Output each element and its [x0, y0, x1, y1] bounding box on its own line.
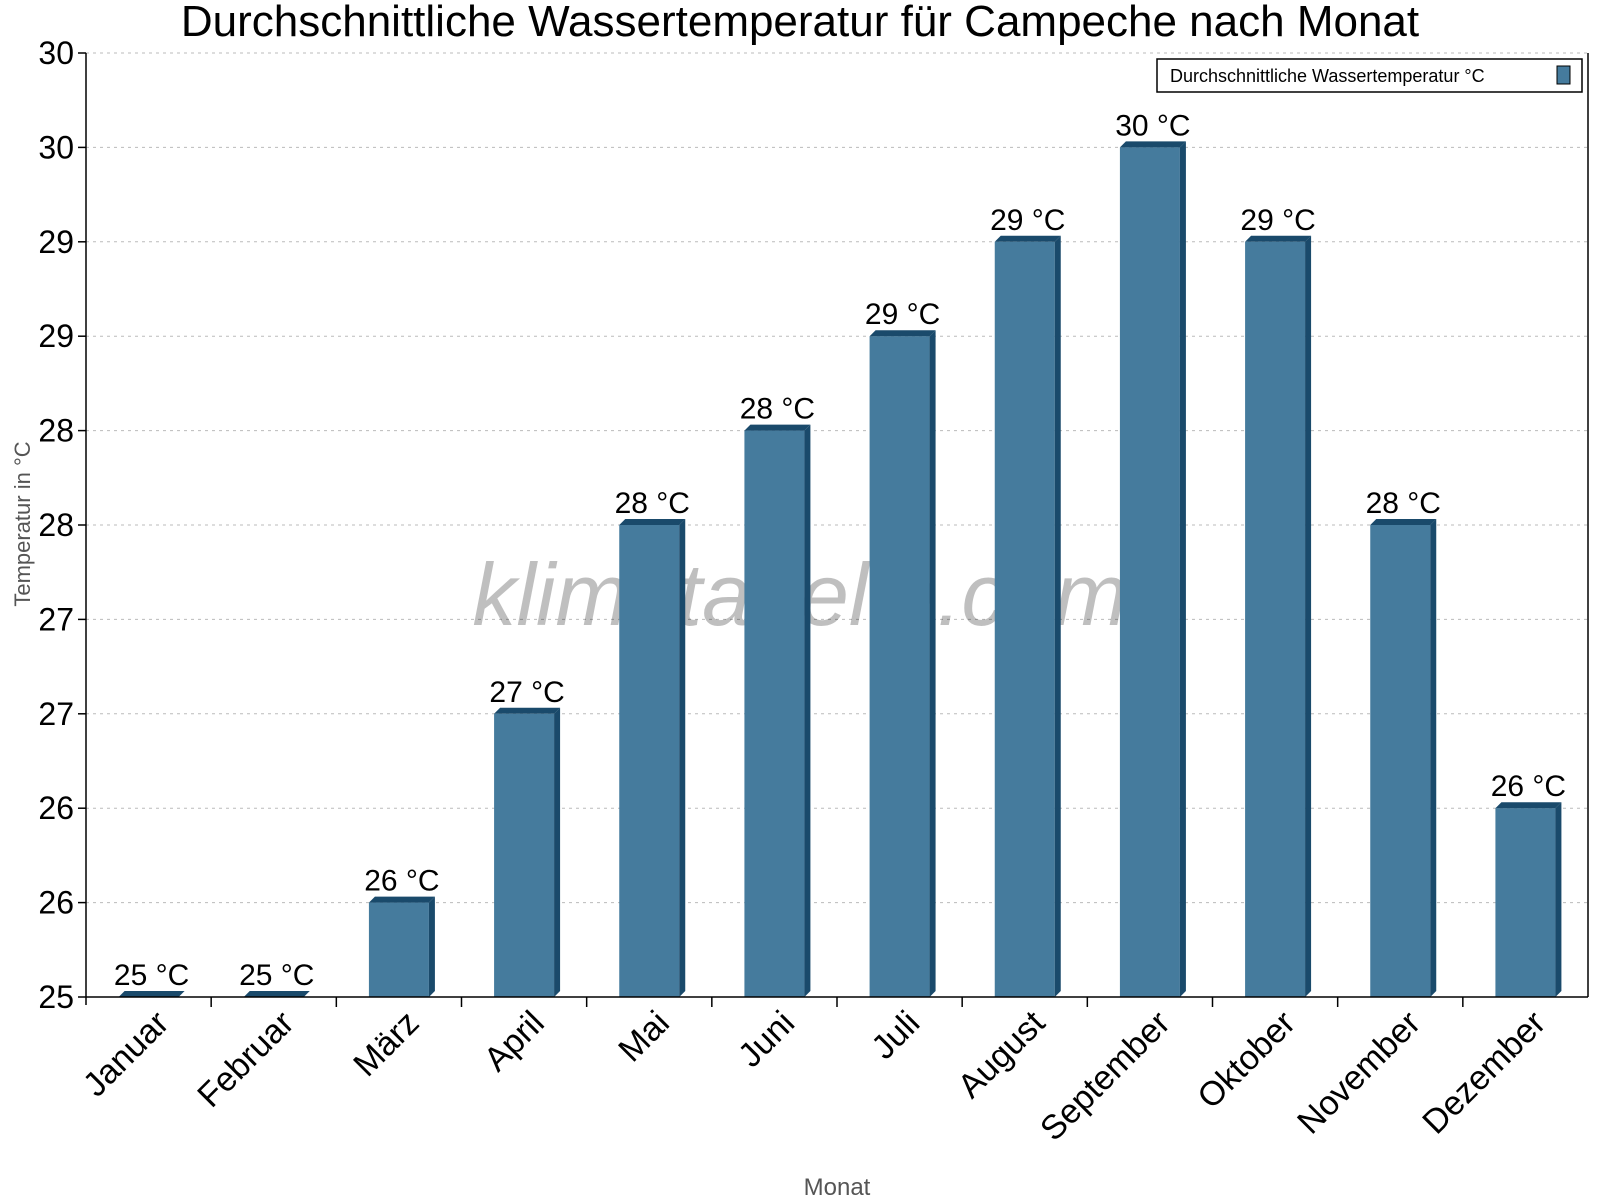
y-tick-label: 29: [38, 318, 74, 354]
data-label: 28 °C: [1366, 487, 1441, 520]
legend-swatch: [1556, 65, 1571, 85]
y-tick-label: 28: [38, 413, 74, 449]
y-tick-label: 26: [38, 885, 74, 921]
bar-side: [804, 424, 811, 998]
x-axis-label: Monat: [804, 1174, 871, 1200]
y-tick-label: 29: [38, 224, 74, 260]
y-tick-label: 30: [38, 129, 74, 165]
bar-side: [1430, 519, 1437, 997]
bar: [994, 241, 1055, 998]
y-tick-label: 25: [38, 979, 74, 1015]
bar: [1245, 241, 1306, 998]
bar-side: [1179, 141, 1186, 997]
x-tick-label: Oktober: [1190, 1004, 1302, 1116]
bar: [1119, 147, 1180, 997]
bar: [1370, 525, 1431, 997]
y-tick-label: 26: [38, 790, 74, 826]
bar: [744, 430, 805, 998]
legend-label: Durchschnittliche Wassertemperatur °C: [1170, 66, 1485, 86]
x-tick-label: Mai: [611, 1004, 677, 1070]
x-tick-label: Januar: [76, 1004, 176, 1104]
data-label: 29 °C: [1240, 204, 1315, 237]
data-label: 27 °C: [489, 676, 564, 709]
y-axis-label: Temperatur in °C: [10, 441, 35, 606]
bar: [1495, 808, 1556, 997]
legend: Durchschnittliche Wassertemperatur °C: [1156, 58, 1583, 93]
data-label: 30 °C: [1115, 109, 1190, 142]
data-label: 29 °C: [990, 204, 1065, 237]
data-label: 25 °C: [239, 959, 314, 992]
bar-side: [679, 519, 686, 997]
bar-side: [1555, 802, 1562, 997]
bar-top: [368, 896, 435, 903]
x-tick-label: April: [477, 1004, 552, 1079]
bar: [869, 336, 930, 997]
bar-top: [869, 330, 936, 337]
bar-side: [428, 896, 435, 997]
bar-side: [554, 707, 561, 997]
bar-top: [494, 707, 561, 714]
x-tick-label: September: [1033, 1004, 1177, 1148]
y-tick-label: 27: [38, 696, 74, 732]
x-tick-label: November: [1290, 1004, 1428, 1142]
bar-top: [1370, 519, 1437, 525]
bar: [494, 713, 555, 997]
data-label: 28 °C: [740, 393, 815, 426]
data-label: 26 °C: [1491, 770, 1566, 803]
bar-side: [1305, 235, 1312, 998]
bar-top: [1245, 235, 1312, 242]
x-tick-label: August: [951, 1003, 1053, 1105]
data-label: 25 °C: [114, 959, 189, 992]
bar-top: [1119, 141, 1186, 148]
x-tick-label: Juli: [864, 1004, 927, 1067]
x-tick-label: Juni: [731, 1004, 802, 1075]
y-tick-label: 30: [38, 35, 74, 71]
y-tick-label: 27: [38, 601, 74, 637]
y-tick-label: 28: [38, 507, 74, 543]
chart-title: Durchschnittliche Wassertemperatur für C…: [181, 0, 1419, 46]
bar-top: [243, 991, 310, 997]
x-tick-label: Februar: [190, 1004, 301, 1115]
data-label: 28 °C: [615, 487, 690, 520]
bar-side: [929, 330, 936, 997]
bar: [368, 902, 429, 997]
bar-top: [118, 991, 185, 997]
bar-side: [1054, 235, 1061, 998]
bar-top: [994, 235, 1061, 242]
bar-top: [619, 519, 686, 525]
data-label: 26 °C: [364, 865, 439, 898]
x-tick-label: März: [346, 1004, 426, 1084]
data-label: 29 °C: [865, 298, 940, 331]
bar-top: [744, 424, 811, 431]
legend-box: [1156, 58, 1583, 93]
bar-top: [1495, 802, 1562, 809]
x-tick-label: Dezember: [1415, 1004, 1553, 1142]
bar: [619, 525, 680, 997]
